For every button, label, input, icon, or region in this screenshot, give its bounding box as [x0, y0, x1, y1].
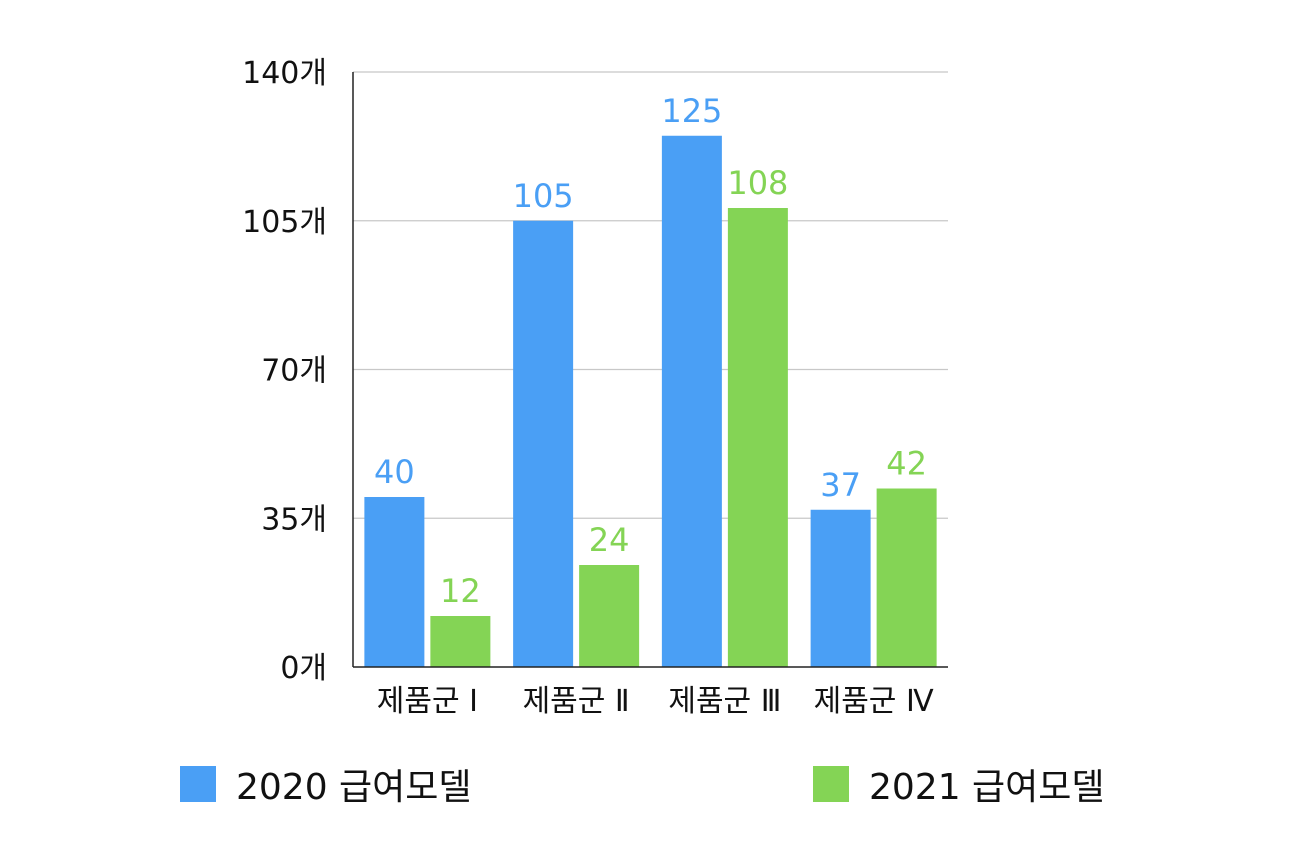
- y-tick-label: 0개: [280, 651, 327, 686]
- data-label: 37: [820, 466, 861, 504]
- axes: [352, 72, 948, 668]
- bars: [364, 135, 937, 667]
- legend-item-2021: 2021 급여모델: [813, 762, 1105, 808]
- data-label: 42: [886, 445, 927, 483]
- bar-2020-4: [810, 509, 871, 667]
- bar-2021-4: [876, 488, 937, 667]
- bar-2021-2: [579, 565, 640, 667]
- gridlines: [353, 71, 948, 519]
- legend-item-2020: 2020 급여모델: [180, 762, 472, 808]
- x-axis-categories: 제품군 Ⅰ 제품군 Ⅱ 제품군 Ⅲ 제품군 Ⅳ: [377, 684, 934, 719]
- legend-label-2021: 2021 급여모델: [869, 767, 1105, 808]
- data-label: 24: [589, 521, 630, 559]
- category-label: 제품군 Ⅰ: [377, 684, 478, 719]
- y-tick-label: 35개: [261, 502, 327, 537]
- legend-label-2020: 2020 급여모델: [236, 767, 472, 808]
- y-tick-label: 105개: [242, 205, 327, 240]
- data-label: 125: [661, 92, 722, 130]
- data-label: 12: [440, 572, 481, 610]
- category-label: 제품군 Ⅲ: [668, 684, 781, 719]
- bar-2021-1: [430, 616, 491, 667]
- legend-swatch-2021: [813, 766, 849, 802]
- y-axis-ticks: 0개 35개 70개 105개 140개: [242, 56, 327, 686]
- category-label: 제품군 Ⅳ: [814, 684, 934, 719]
- legend-swatch-2020: [180, 766, 216, 802]
- category-label: 제품군 Ⅱ: [523, 684, 630, 719]
- data-label: 108: [727, 164, 788, 202]
- data-label: 40: [374, 453, 415, 491]
- data-label: 105: [513, 177, 574, 215]
- bar-2020-1: [364, 497, 425, 667]
- bar-2020-2: [513, 220, 574, 667]
- y-tick-label: 70개: [261, 354, 327, 389]
- bar-2020-3: [661, 135, 722, 667]
- bar-2021-3: [727, 208, 788, 667]
- y-tick-label: 140개: [242, 56, 327, 91]
